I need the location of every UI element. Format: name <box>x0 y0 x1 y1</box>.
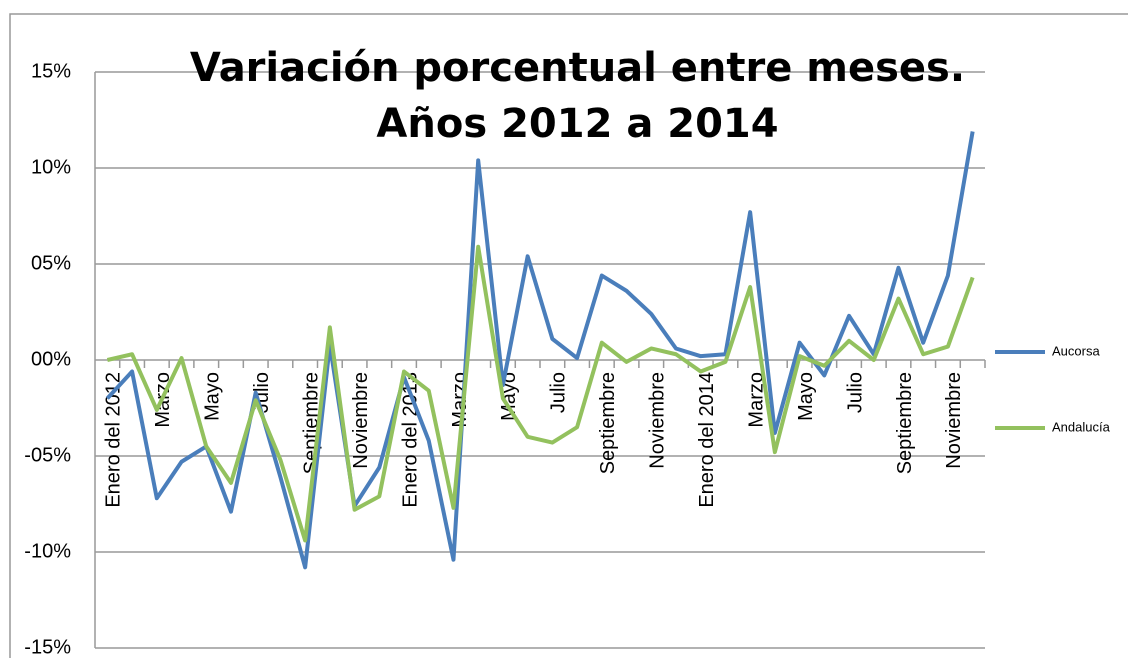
x-tick-label: Enero del 2012 <box>103 372 125 508</box>
x-tick-label: Julio <box>844 372 866 413</box>
x-tick-label: Marzo <box>745 372 767 428</box>
y-tick-label: -10% <box>24 540 71 562</box>
x-tick-label: Julio <box>548 372 570 413</box>
legend-label: Aucorsa <box>1052 343 1100 358</box>
x-tick-label: Mayo <box>795 372 817 421</box>
x-tick-label: Noviembre <box>943 372 965 469</box>
x-tick-label: Enero del 2014 <box>696 372 718 508</box>
legend-label: Andalucía <box>1052 419 1111 434</box>
x-tick-label: Septiembre <box>597 372 619 474</box>
y-tick-label: -05% <box>24 444 71 466</box>
chart-border <box>9 13 1128 658</box>
y-tick-label: 00% <box>31 348 71 370</box>
y-tick-label: -15% <box>24 636 71 658</box>
x-tick-label: Septiembre <box>894 372 916 474</box>
chart-title: Variación porcentual entre meses. Años 2… <box>189 45 966 147</box>
y-tick-label: 05% <box>31 252 71 274</box>
series-line <box>106 244 975 543</box>
y-tick-label: 10% <box>31 156 71 178</box>
x-tick-label: Noviembre <box>350 372 372 469</box>
x-tick-label: Mayo <box>202 372 224 421</box>
x-tick-label: Noviembre <box>647 372 669 469</box>
y-tick-label: 15% <box>31 60 71 82</box>
